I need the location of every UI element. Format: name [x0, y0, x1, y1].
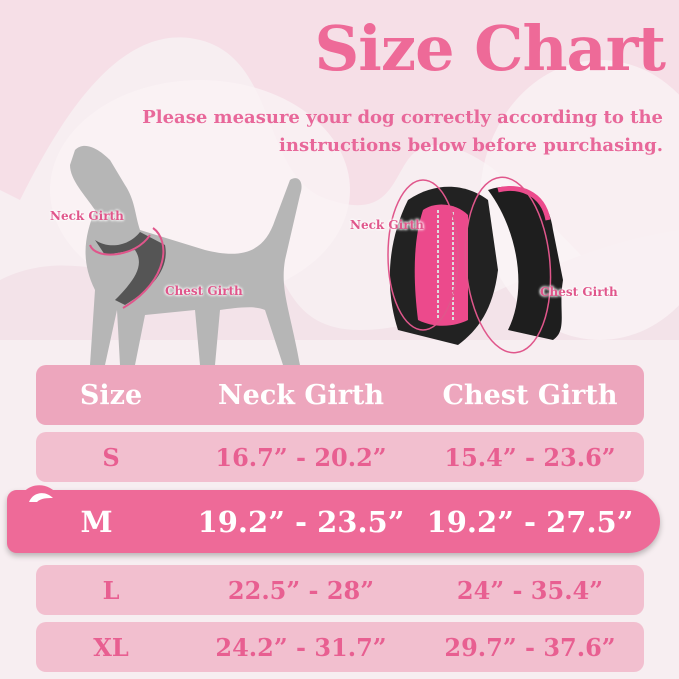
size-cell: XL — [93, 632, 129, 662]
size-cell: S — [102, 442, 120, 472]
table-row: L 22.5” - 28” 24” - 35.4” — [36, 565, 644, 615]
column-header-neck-girth: Neck Girth — [217, 379, 385, 411]
neck-girth-cell: 24.2” - 31.7” — [215, 632, 387, 662]
chest-girth-cell: 19.2” - 27.5” — [426, 504, 634, 539]
harness-illustration — [387, 176, 563, 354]
chest-girth-cell: 24” - 35.4” — [456, 575, 604, 605]
table-row-highlighted: M 19.2” - 23.5” 19.2” - 27.5” — [7, 485, 660, 553]
dog-silhouette-illustration — [70, 145, 302, 365]
size-cell: L — [102, 575, 120, 605]
page-subtitle: Please measure your dog correctly accord… — [142, 107, 663, 156]
neck-girth-cell: 22.5” - 28” — [227, 575, 375, 605]
dog-head-icon — [17, 485, 62, 518]
dog-neck-girth-label: Neck Girth — [50, 209, 124, 223]
harness-neck-girth-label: Neck Girth — [350, 218, 424, 232]
chest-girth-cell: 15.4” - 23.6” — [444, 442, 616, 472]
chest-girth-cell: 29.7” - 37.6” — [444, 632, 616, 662]
column-header-size: Size — [79, 379, 143, 411]
neck-girth-cell: 19.2” - 23.5” — [197, 504, 405, 539]
harness-chest-girth-label: Chest Girth — [540, 285, 618, 299]
neck-girth-cell: 16.7” - 20.2” — [215, 442, 387, 472]
table-header-row: Size Neck Girth Chest Girth — [36, 365, 644, 425]
table-row: S 16.7” - 20.2” 15.4” - 23.6” — [36, 432, 644, 482]
table-row: XL 24.2” - 31.7” 29.7” - 37.6” — [36, 622, 644, 672]
size-cell: M — [80, 504, 113, 539]
page-title: Size Chart — [314, 12, 666, 85]
dog-chest-girth-label: Chest Girth — [165, 284, 243, 298]
column-header-chest-girth: Chest Girth — [442, 379, 618, 411]
